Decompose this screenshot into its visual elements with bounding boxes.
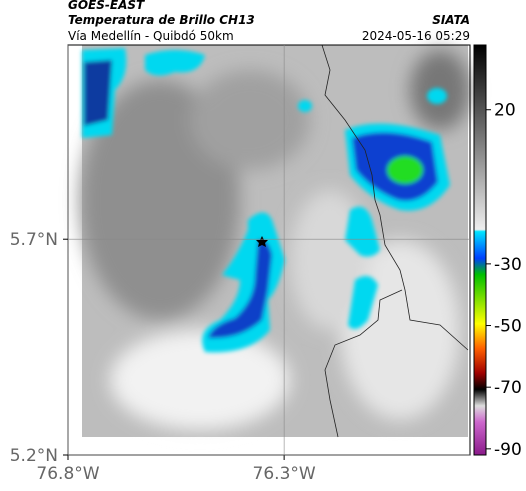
y-tick-label: 5.7°N (10, 230, 58, 250)
colorbar-label: -90 (494, 440, 522, 460)
x-tick-label: 76.3°W (253, 464, 316, 484)
colorbar-label: 20 (494, 101, 516, 121)
x-tick-label: 76.8°W (36, 464, 99, 484)
subtitle: Temperatura de Brillo CH13 (68, 13, 255, 27)
colorbar-label: -50 (494, 317, 522, 337)
colorbar (473, 44, 487, 456)
colorbar-label: -30 (494, 255, 522, 275)
datetime: 2024-05-16 05:29 (362, 29, 470, 43)
location-marker (256, 236, 268, 247)
location: Vía Medellín - Quibdó 50km (68, 29, 234, 43)
satellite-image (80, 44, 470, 438)
colorbar-label: -70 (494, 378, 522, 398)
y-tick-label: 5.2°N (10, 446, 58, 466)
source: SIATA (432, 13, 470, 27)
title: GOES-EAST (68, 0, 145, 12)
